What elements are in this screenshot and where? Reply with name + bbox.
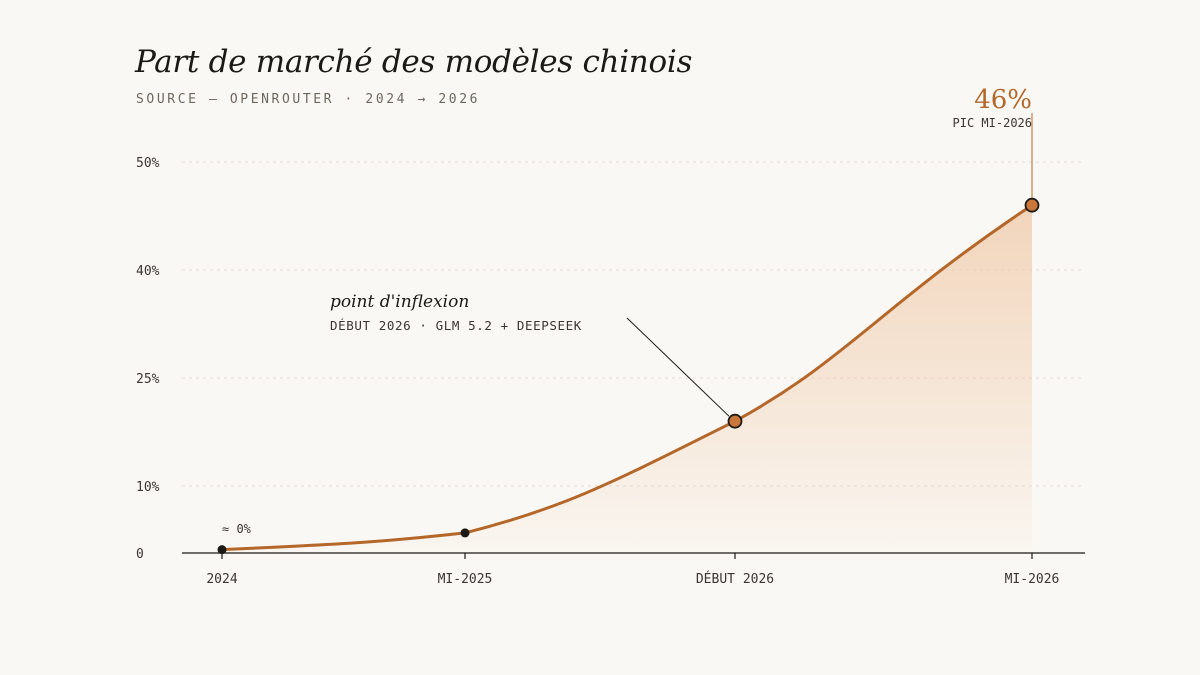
start-annotation: ≈ 0%	[222, 522, 252, 536]
inflection-caption: DÉBUT 2026 · GLM 5.2 + DEEPSEEK	[330, 318, 582, 333]
y-tick-label: 0	[136, 547, 144, 562]
y-tick-label: 10%	[136, 480, 160, 495]
area-fill	[222, 205, 1032, 553]
data-point-mi-2026	[1024, 197, 1040, 213]
y-tick-label: 40%	[136, 264, 160, 279]
y-tick-label: 50%	[136, 156, 160, 171]
data-points	[217, 197, 1040, 555]
data-point-2024	[217, 545, 227, 555]
chart-title: Part de marché des modèles chinois	[135, 44, 693, 80]
chart-subtitle: SOURCE — OPENROUTER · 2024 → 2026	[136, 92, 481, 107]
peak-value-label: 46%	[974, 85, 1032, 115]
data-point-mi-2025	[460, 528, 470, 538]
x-tick-label: MI-2026	[1005, 572, 1060, 587]
annotations: ≈ 0% point d'inflexion DÉBUT 2026 · GLM 5.…	[222, 85, 1033, 536]
y-axis: 0 10% 25% 40% 50%	[136, 156, 160, 562]
x-tick-label: 2024	[206, 572, 237, 587]
x-tick-label: MI-2025	[438, 572, 493, 587]
x-tick-label: DÉBUT 2026	[696, 571, 774, 587]
data-point-debut-2026	[727, 413, 743, 429]
series-line	[220, 203, 1034, 552]
inflection-title: point d'inflexion	[330, 292, 469, 312]
inflection-leader-line	[626, 317, 730, 417]
x-axis: 2024 MI-2025 DÉBUT 2026 MI-2026	[182, 552, 1085, 587]
y-tick-label: 25%	[136, 372, 160, 387]
peak-caption: PIC MI-2026	[953, 116, 1032, 130]
